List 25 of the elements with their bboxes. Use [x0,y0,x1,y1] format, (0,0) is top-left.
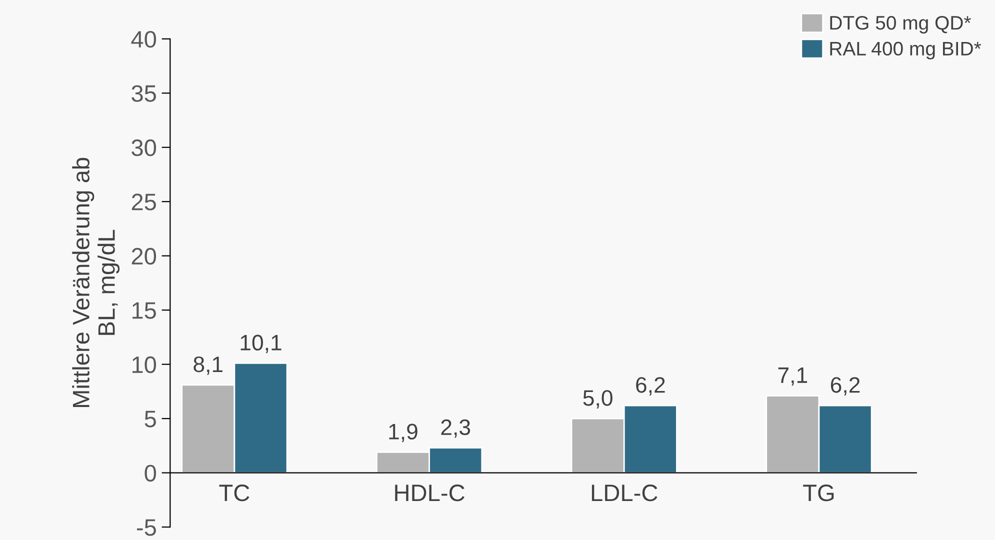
y-tick-label: 35 [132,85,156,102]
x-tick-label: TG [803,484,834,502]
y-tick-label: -5 [137,519,156,536]
x-tick-label: HDL-C [395,484,464,502]
data-label: 10,1 [240,334,282,354]
legend-label: DTG 50 mg QD* [830,16,971,34]
y-tick-label: 15 [132,302,156,319]
y-tick-label: 0 [144,464,156,482]
y-tick-label: 20 [132,248,156,265]
y-tick-label: 10 [132,356,156,374]
data-label: 8,1 [194,356,222,375]
y-tick-label: 40 [131,30,156,48]
data-label: 2,3 [441,419,470,438]
legend-label: RAL 400 mg BID* [830,42,982,60]
data-label: 7,1 [778,368,808,386]
y-tick-label: 30 [132,139,156,156]
data-label: 1,9 [389,424,418,442]
y-tick-label: 5 [144,410,156,428]
data-label: 6,2 [830,377,860,396]
y-tick-label: 25 [132,194,156,210]
data-label: 5,0 [583,390,612,408]
data-label: 6,2 [636,377,665,396]
x-tick-label: LDL-C [592,484,658,502]
x-tick-label: TC [219,484,250,502]
y-axis-title: Mittlere Veränderung ab BL, mg/dL [72,158,120,408]
